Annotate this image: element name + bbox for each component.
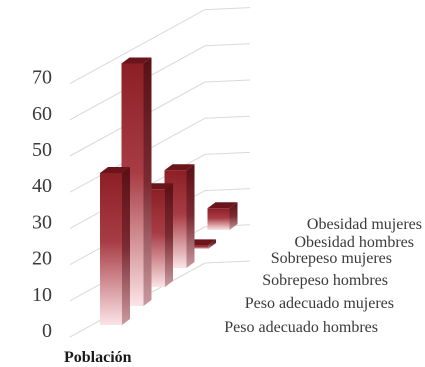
gridlines <box>69 7 251 338</box>
bar-side <box>186 164 195 268</box>
bar-top <box>121 57 152 64</box>
bars <box>100 57 238 325</box>
bar <box>207 202 238 230</box>
gridline <box>69 7 251 85</box>
bar-front <box>207 208 230 230</box>
category-label: Sobrepeso mujeres <box>271 250 392 267</box>
category-label: Obesidad mujeres <box>307 216 422 233</box>
bar-side <box>208 239 216 249</box>
category-label: Peso adecuado hombres <box>224 319 378 336</box>
y-tick-label: 50 <box>32 139 52 161</box>
bar-side <box>165 183 173 287</box>
category-labels: Peso adecuado hombres Peso adecuado mujer… <box>224 216 422 336</box>
bar-front <box>186 245 208 249</box>
category-label: Sobrepeso hombres <box>262 272 388 289</box>
category-label: Obesidad hombres <box>294 234 414 251</box>
y-tick-label: 10 <box>32 284 52 306</box>
y-tick-label: 30 <box>32 211 52 233</box>
y-tick-label: 0 <box>42 320 52 342</box>
bar <box>100 166 130 325</box>
gridline <box>69 115 251 193</box>
bar-top <box>207 202 238 209</box>
bar-side <box>122 166 130 325</box>
category-label: Peso adecuado mujeres <box>245 295 394 312</box>
y-axis-ticks: 0 10 20 30 40 50 60 70 <box>32 67 52 342</box>
bar-side <box>143 57 152 307</box>
bar-side <box>229 202 238 230</box>
y-tick-label: 70 <box>32 67 52 89</box>
y-tick-label: 40 <box>32 175 52 197</box>
y-tick-label: 20 <box>32 248 52 270</box>
bar-top <box>164 164 195 171</box>
bar-top <box>100 166 130 173</box>
y-tick-label: 60 <box>32 103 52 125</box>
gridline <box>69 79 251 157</box>
bar-front <box>100 172 122 325</box>
x-category-label: Población <box>64 349 132 366</box>
gridline <box>69 43 251 121</box>
